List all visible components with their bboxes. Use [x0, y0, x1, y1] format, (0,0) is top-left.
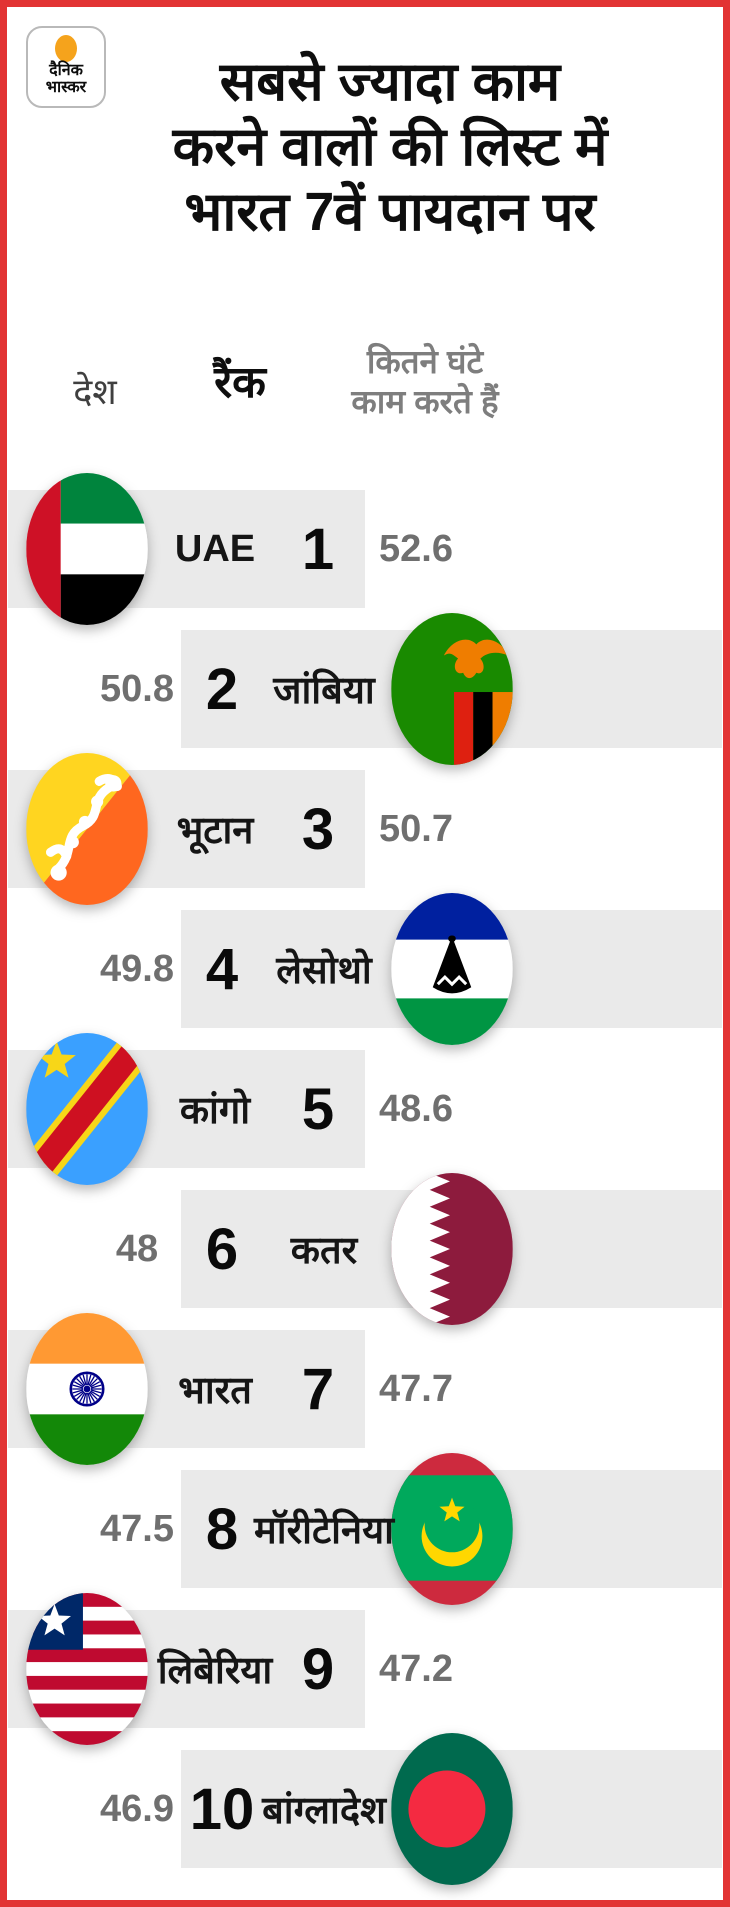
- hours-value: 48: [115, 1227, 159, 1270]
- bangladesh-flag-icon: [391, 1733, 513, 1885]
- hours-value: 50.8: [100, 667, 174, 710]
- country-name: लेसोथो: [276, 950, 372, 992]
- page-title: सबसे ज्यादा काम करने वालों की लिस्ट में …: [60, 50, 720, 245]
- country-name: कांगो: [179, 1090, 251, 1132]
- hours-value: 47.7: [379, 1367, 453, 1410]
- country-name: भारत: [178, 1370, 252, 1412]
- country-name: मॉरीटेनिया: [254, 1510, 394, 1552]
- title-line1: सबसे ज्यादा काम: [219, 52, 561, 112]
- rank-value: 6: [205, 1216, 239, 1282]
- table-row: कांगो 5 48.6: [0, 1033, 730, 1185]
- country-name: कतर: [290, 1230, 358, 1272]
- mauritania-flag-icon: [391, 1453, 513, 1605]
- congo-flag-icon: [26, 1033, 148, 1185]
- rank-value: 7: [301, 1356, 335, 1422]
- lesotho-flag-icon: [391, 893, 513, 1045]
- country-name: बांग्लादेश: [262, 1790, 386, 1832]
- country-name: भूटान: [176, 810, 254, 852]
- table-row: कतर 6 48: [0, 1173, 730, 1325]
- rank-value: 8: [205, 1496, 239, 1562]
- hours-value: 52.6: [379, 527, 453, 570]
- hours-value: 49.8: [100, 947, 174, 990]
- column-header-hours-line1: कितने घंटे: [366, 343, 484, 380]
- title-line2: करने वालों की लिस्ट में: [172, 117, 608, 177]
- sun-icon: [55, 35, 77, 62]
- hours-value: 47.2: [379, 1647, 453, 1690]
- country-name: लिबेरिया: [157, 1650, 273, 1692]
- qatar-flag-icon: [391, 1173, 513, 1325]
- table-row: भूटान 3 50.7: [0, 753, 730, 905]
- logo-text-line2: भास्कर: [45, 79, 87, 96]
- dainik-bhaskar-logo: दैनिक भास्कर: [26, 26, 106, 108]
- rank-value: 4: [205, 936, 239, 1002]
- table-row: बांग्लादेश 10 46.9: [0, 1733, 730, 1885]
- column-header-hours: कितने घंटे काम करते हैं: [330, 342, 520, 422]
- table-row: मॉरीटेनिया 8 47.5: [0, 1453, 730, 1605]
- hours-value: 50.7: [379, 807, 453, 850]
- zambia-flag-icon: [391, 613, 513, 765]
- column-header-country: देश: [73, 371, 117, 412]
- table-row: लिबेरिया 9 47.2: [0, 1593, 730, 1745]
- table-row: भारत 7 47.7: [0, 1313, 730, 1465]
- liberia-flag-icon: [26, 1593, 148, 1745]
- table-row: UAE 1 52.6: [0, 473, 730, 625]
- table-row: जांबिया 2 50.8: [0, 613, 730, 765]
- column-header-rank: रैंक: [214, 358, 266, 407]
- title-line3: भारत 7वें पायदान पर: [184, 182, 596, 242]
- uae-flag-icon: [26, 473, 148, 625]
- india-flag-icon: [26, 1313, 148, 1465]
- rank-value: 9: [301, 1636, 335, 1702]
- country-name: जांबिया: [273, 670, 375, 712]
- column-header-hours-line2: काम करते हैं: [351, 383, 499, 420]
- rank-value: 5: [301, 1076, 335, 1142]
- hours-value: 48.6: [379, 1087, 453, 1130]
- bhutan-flag-icon: [26, 753, 148, 905]
- hours-value: 46.9: [100, 1787, 174, 1830]
- logo-text-line1: दैनिक: [49, 62, 83, 79]
- country-name: UAE: [174, 527, 256, 570]
- rank-value: 1: [301, 516, 335, 582]
- rank-value: 2: [205, 656, 239, 722]
- rank-value: 10: [189, 1776, 255, 1842]
- table-row: लेसोथो 4 49.8: [0, 893, 730, 1045]
- hours-value: 47.5: [100, 1507, 174, 1550]
- rank-value: 3: [301, 796, 335, 862]
